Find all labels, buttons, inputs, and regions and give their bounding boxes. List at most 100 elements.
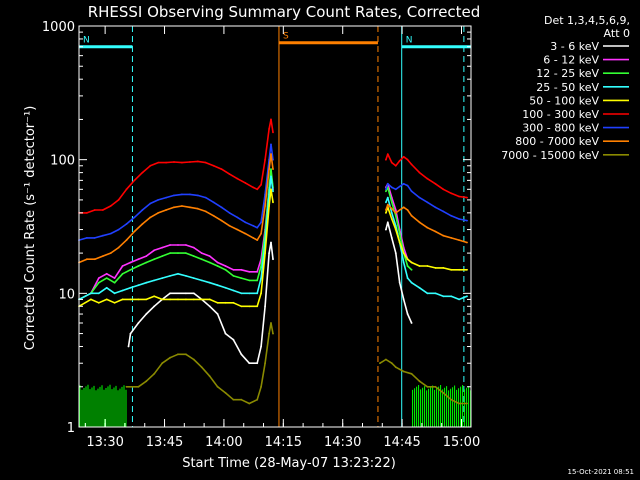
series-3-point-1-6 [406, 277, 409, 279]
series-3-point-0-12 [177, 272, 179, 275]
series-8-point-0-7 [185, 353, 187, 356]
series-3-segment-0 [78, 175, 274, 301]
series-6-point-1-0 [385, 188, 387, 191]
series-4-point-1-13 [458, 268, 460, 271]
series-6-point-1-7 [410, 190, 413, 193]
series-5-point-0-8 [141, 171, 144, 174]
series-1-point-0-4 [113, 277, 116, 279]
series-4-point-0-22 [256, 305, 259, 308]
series-6-point-0-10 [157, 199, 160, 201]
series-6-point-1-10 [434, 206, 437, 209]
series-6-point-0-9 [149, 202, 152, 205]
series-0-point-0-14 [240, 353, 243, 356]
series-4-point-1-9 [426, 265, 429, 267]
series-7-point-0-8 [141, 223, 144, 225]
series-3-point-0-14 [192, 277, 195, 279]
series-3-point-0-11 [169, 275, 172, 277]
series-8-point-0-16 [256, 398, 259, 401]
series-0-point-0-0 [127, 345, 130, 348]
series-4-point-0-8 [145, 298, 148, 301]
series-7-point-1-9 [426, 226, 429, 229]
series-7-point-0-11 [165, 209, 168, 211]
series-7-point-0-20 [236, 228, 239, 231]
series-2-point-0-4 [113, 281, 116, 284]
series-6-point-0-19 [228, 212, 231, 214]
series-4-point-0-4 [113, 301, 116, 304]
series-3-point-0-27 [272, 190, 274, 193]
series-3-point-1-12 [450, 295, 453, 298]
series-3-point-0-16 [208, 281, 211, 284]
series-4-point-1-12 [450, 268, 453, 271]
series-2-point-1-2 [390, 201, 393, 204]
series-4-point-1-0 [385, 212, 387, 214]
series-4-point-0-17 [216, 301, 219, 304]
series-3-point-0-13 [185, 275, 187, 277]
series-7-point-1-10 [434, 230, 437, 233]
series-0-point-0-17 [260, 345, 262, 348]
series-7-point-0-12 [173, 206, 175, 209]
x-tick-label-5: 14:45 [383, 435, 420, 450]
series-2-point-0-3 [105, 277, 108, 279]
series-2-point-0-12 [177, 252, 179, 255]
series-2-point-0-10 [161, 255, 164, 257]
low-count-noise [79, 384, 472, 427]
series-0-point-0-15 [248, 362, 251, 365]
series-4-point-0-3 [105, 298, 108, 301]
series-7-point-0-6 [125, 239, 128, 242]
series-5-point-0-16 [204, 161, 207, 164]
series-5-point-0-28 [272, 131, 274, 134]
annotation-label-1: N [406, 36, 413, 46]
series-8-point-0-19 [268, 332, 270, 335]
series-0-point-0-12 [224, 332, 227, 335]
series-7-point-1-2 [390, 207, 393, 210]
series-3-point-0-10 [161, 277, 164, 279]
series-5-point-0-3 [101, 209, 104, 211]
series-3-point-0-2 [97, 292, 100, 295]
series-1-point-0-8 [145, 255, 148, 257]
series-3-point-0-17 [216, 284, 219, 287]
series-5-point-0-25 [264, 158, 266, 161]
series-5-point-1-9 [426, 177, 429, 180]
attenuator-annotations: N NS [79, 32, 471, 49]
series-5-point-1-14 [466, 196, 468, 199]
series-8-point-0-2 [145, 380, 148, 383]
series-3-point-0-22 [256, 292, 259, 295]
series-6-point-0-5 [117, 228, 120, 231]
series-4-point-1-7 [410, 261, 413, 264]
series-5-point-0-9 [149, 164, 152, 167]
series-1-point-0-20 [240, 268, 243, 271]
series-8-point-1-9 [442, 392, 445, 394]
series-1-point-0-22 [256, 270, 259, 273]
x-axis-label: Start Time (28-May-07 13:23:22) [182, 456, 396, 471]
legend-label-7: 800 - 7000 keV [515, 135, 599, 148]
legend-label-6: 300 - 800 keV [522, 122, 599, 135]
series-0-point-0-10 [208, 305, 211, 308]
series-0-point-0-1 [129, 332, 132, 335]
series-3-point-0-23 [260, 277, 262, 279]
series-7-point-0-14 [189, 206, 191, 209]
series-1-point-0-17 [216, 261, 219, 264]
series-lines [78, 118, 468, 405]
series-6-point-0-14 [189, 193, 191, 196]
series-5-point-0-2 [93, 209, 96, 211]
series-2-point-0-14 [192, 255, 195, 257]
series-6-point-0-6 [125, 223, 128, 225]
series-0-point-0-13 [232, 338, 235, 341]
series-0-point-0-18 [264, 305, 266, 308]
series-0-point-0-19 [268, 252, 270, 255]
series-4-point-0-19 [232, 301, 235, 304]
legend-label-8: 7000 - 15000 keV [501, 149, 599, 162]
series-7-point-1-14 [466, 241, 468, 244]
series-6-point-0-12 [173, 194, 175, 197]
series-3-point-1-0 [385, 201, 387, 204]
series-4-point-0-10 [161, 298, 164, 301]
series-2-point-0-15 [200, 258, 203, 261]
series-5-point-0-23 [256, 188, 259, 191]
series-5-point-0-13 [181, 161, 183, 164]
series-2-point-0-8 [145, 261, 148, 264]
series-8-point-1-1 [385, 358, 387, 361]
series-5-point-0-27 [270, 118, 272, 121]
series-4-point-0-1 [90, 298, 92, 301]
series-6-point-0-23 [256, 226, 259, 229]
